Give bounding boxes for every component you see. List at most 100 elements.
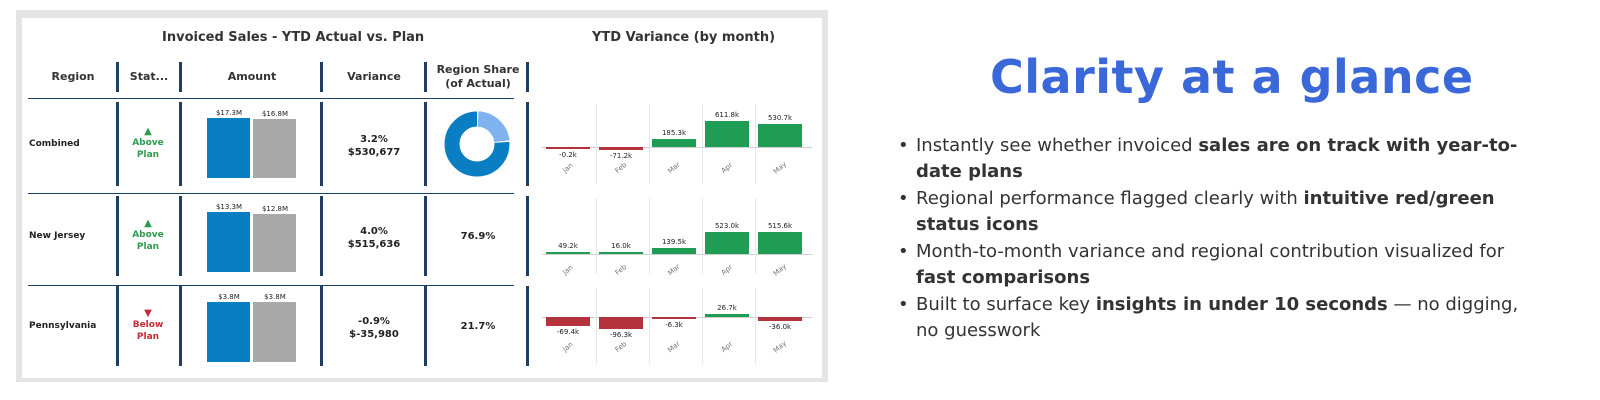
plan-bar[interactable]	[253, 119, 296, 178]
status-indicator: ▲ Above Plan	[118, 218, 178, 253]
bullet-list: Instantly see whether invoiced sales are…	[896, 133, 1546, 345]
plan-bar-label: $12.8M	[261, 205, 289, 213]
header-variance[interactable]: Variance	[347, 70, 401, 83]
header-region-share-line1: Region Share	[436, 63, 520, 76]
plan-bar[interactable]	[253, 302, 296, 362]
monthly-variance-bar[interactable]	[546, 251, 590, 254]
monthly-variance-bar[interactable]	[599, 317, 643, 329]
monthly-variance-bar[interactable]	[599, 147, 643, 151]
header-status[interactable]: Stat...	[129, 70, 169, 83]
region-share-donut[interactable]	[442, 109, 512, 179]
column-divider	[320, 102, 323, 186]
monthly-variance-label: -71.2k	[609, 152, 633, 161]
month-separator	[649, 104, 650, 184]
actual-bar-label: $13.3M	[215, 203, 243, 211]
monthly-variance-bar[interactable]	[652, 139, 696, 147]
status-indicator: ▼ Below Plan	[118, 308, 178, 343]
monthly-variance-bar[interactable]	[758, 124, 802, 147]
month-separator	[649, 288, 650, 364]
month-tick-label: Apr	[719, 340, 735, 354]
plan-bar[interactable]	[253, 214, 296, 272]
bullet-item: Month-to-month variance and regional con…	[896, 239, 1546, 291]
bullet-emphasis: sales are on track with year-to-date pla…	[916, 135, 1518, 182]
status-label-line1: Above	[132, 230, 164, 240]
header-region-share[interactable]: Region Share (of Actual)	[428, 63, 528, 91]
month-separator	[649, 198, 650, 274]
variance-chart-title: YTD Variance (by month)	[592, 30, 776, 45]
column-divider	[320, 62, 323, 92]
status-indicator: ▲ Above Plan	[118, 126, 178, 161]
sales-table-title: Invoiced Sales - YTD Actual vs. Plan	[162, 30, 425, 45]
column-divider	[526, 62, 529, 92]
triangle-down-icon: ▼	[144, 308, 152, 319]
monthly-variance-bar[interactable]	[546, 317, 590, 326]
variance-percent: 4.0%	[360, 226, 388, 237]
column-divider	[424, 196, 427, 276]
variance-cell: -0.9% $-35,980	[324, 315, 424, 341]
monthly-variance-bar[interactable]	[652, 317, 696, 319]
monthly-variance-label: -0.2k	[559, 151, 577, 159]
actual-bar[interactable]	[207, 212, 250, 272]
triangle-up-icon: ▲	[144, 126, 152, 137]
month-separator	[596, 198, 597, 274]
monthly-variance-bar[interactable]	[705, 313, 749, 317]
region-name[interactable]: Pennsylvania	[29, 321, 97, 331]
variance-percent: -0.9%	[358, 316, 390, 327]
header-region[interactable]: Region	[51, 70, 95, 83]
monthly-variance-label: 515.6k	[767, 222, 793, 231]
chart-baseline	[542, 254, 812, 255]
monthly-variance-bar[interactable]	[705, 232, 749, 254]
month-separator	[702, 288, 703, 364]
month-tick-label: Feb	[613, 339, 629, 355]
monthly-variance-bar[interactable]	[546, 147, 590, 149]
bullet-text: Month-to-month variance and regional con…	[916, 241, 1505, 262]
monthly-variance-chart: -69.4k Jan -96.3k Feb -6.3k Mar 26.7k Apr -36.0k…	[542, 18, 812, 378]
column-divider	[179, 102, 182, 186]
region-name[interactable]: Combined	[29, 139, 80, 149]
actual-bar-label: $3.8M	[218, 293, 240, 301]
monthly-variance-bar[interactable]	[758, 317, 802, 322]
monthly-variance-label: 16.0k	[611, 242, 631, 250]
slide-headline: Clarity at a glance	[990, 50, 1474, 104]
monthly-variance-label: 530.7k	[767, 114, 793, 123]
monthly-variance-label: 523.0k	[714, 222, 740, 230]
bullet-emphasis: fast comparisons	[916, 267, 1091, 288]
status-label-line2: Plan	[136, 150, 160, 160]
variance-amount: $530,677	[347, 147, 401, 158]
monthly-variance-label: -6.3k	[665, 321, 683, 329]
status-label-line1: Above	[132, 138, 164, 148]
actual-bar[interactable]	[207, 118, 250, 178]
column-divider	[116, 102, 119, 186]
row-divider	[28, 193, 514, 194]
monthly-variance-bar[interactable]	[758, 232, 802, 254]
column-divider	[424, 102, 427, 186]
region-name[interactable]: New Jersey	[29, 231, 86, 241]
variance-amount: $515,636	[347, 239, 401, 250]
column-divider	[526, 196, 529, 276]
column-divider	[424, 62, 427, 92]
monthly-variance-label: 611.8k	[714, 111, 740, 119]
triangle-up-icon: ▲	[144, 218, 152, 229]
monthly-variance-bar[interactable]	[652, 248, 696, 254]
month-separator	[702, 104, 703, 184]
header-region-share-line2: (of Actual)	[445, 77, 511, 90]
month-separator	[755, 198, 756, 274]
plan-bar-label: $3.8M	[264, 293, 286, 301]
column-divider	[116, 286, 119, 366]
status-label-line1: Below	[132, 320, 164, 330]
bullet-text-tail: — no digging, no guesswork	[916, 294, 1519, 341]
month-tick-label: Mar	[666, 339, 682, 355]
header-amount[interactable]: Amount	[227, 70, 277, 83]
status-label-line2: Plan	[136, 332, 160, 342]
bullet-item: Built to surface key insights in under 1…	[896, 292, 1546, 344]
column-divider	[116, 196, 119, 276]
monthly-variance-bar[interactable]	[705, 121, 749, 147]
monthly-variance-label: 185.3k	[661, 129, 687, 138]
status-label-line2: Plan	[136, 242, 160, 252]
monthly-variance-chart: -0.2k Jan -71.2k Feb 185.3k Mar 611.8k Apr 530.7…	[542, 18, 812, 378]
actual-bar[interactable]	[207, 302, 250, 362]
bullet-item: Instantly see whether invoiced sales are…	[896, 133, 1546, 185]
column-divider	[320, 196, 323, 276]
monthly-variance-bar[interactable]	[599, 252, 643, 254]
monthly-variance-label: 139.5k	[661, 238, 687, 247]
